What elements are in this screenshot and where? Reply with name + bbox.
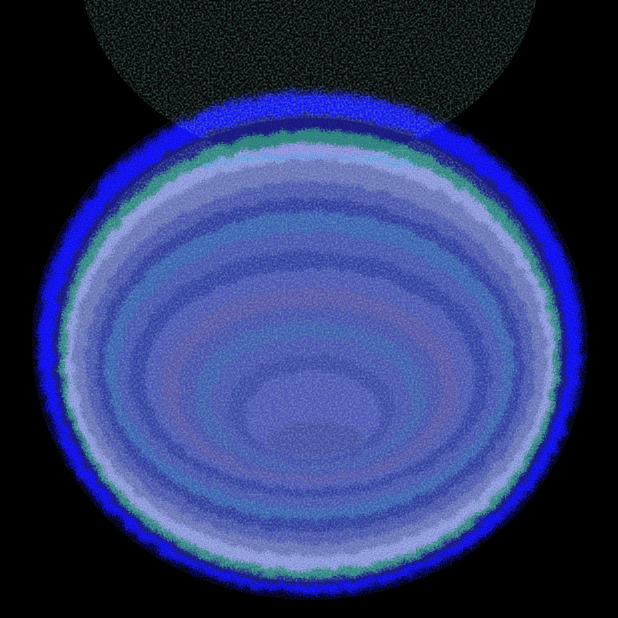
dust-layer-dark: [32, 86, 588, 600]
grain-overlays: [32, 0, 588, 600]
